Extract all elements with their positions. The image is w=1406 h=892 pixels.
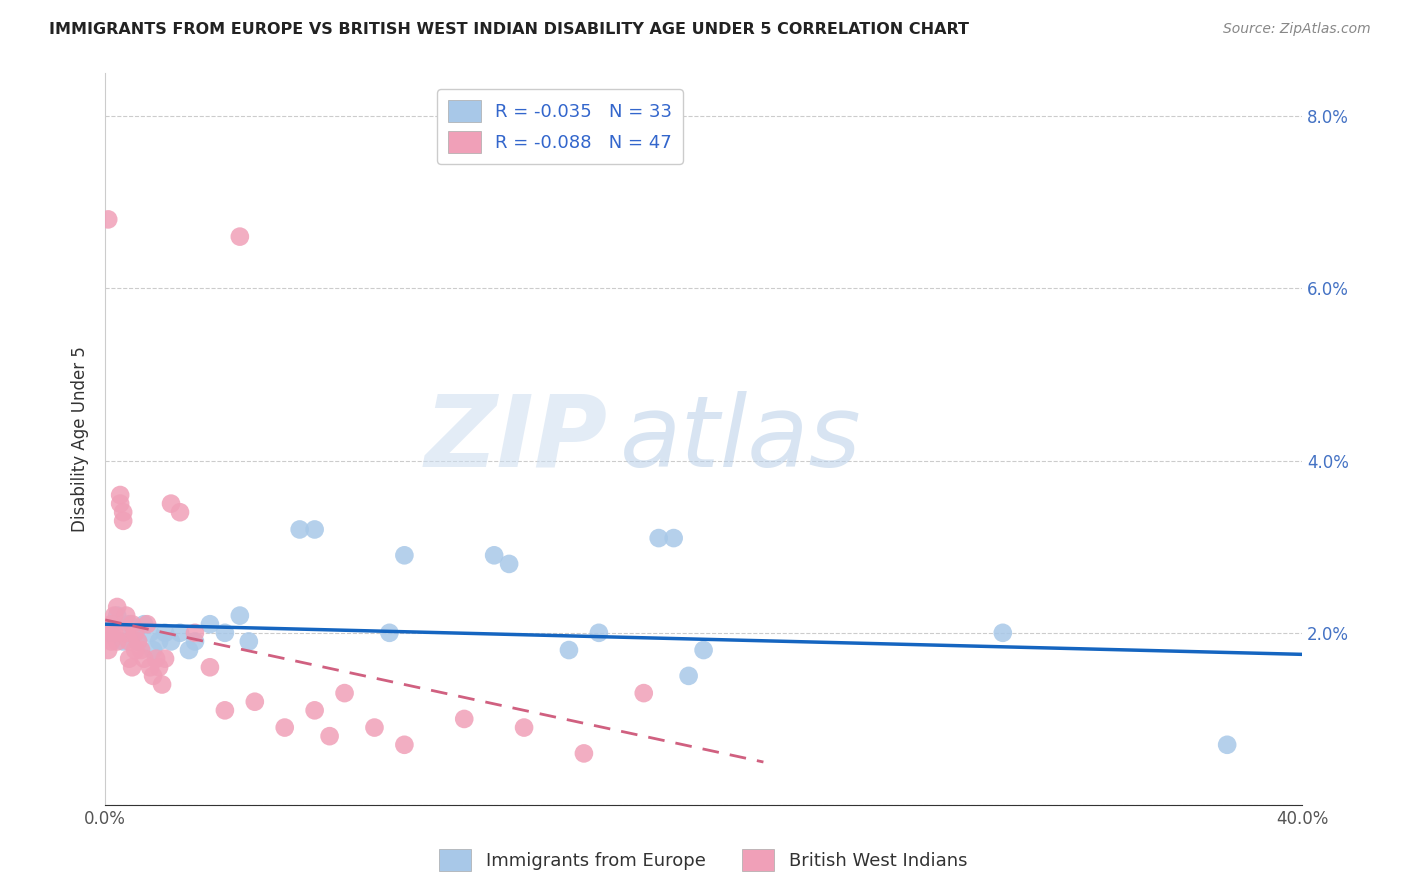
Point	[169, 505, 191, 519]
Point	[184, 634, 207, 648]
Point	[647, 531, 669, 545]
Text: Source: ZipAtlas.com: Source: ZipAtlas.com	[1223, 22, 1371, 37]
Point	[378, 625, 401, 640]
Point	[498, 557, 520, 571]
Point	[304, 523, 326, 537]
Point	[229, 229, 252, 244]
Point	[148, 660, 170, 674]
Point	[238, 634, 260, 648]
Point	[153, 625, 176, 640]
Point	[100, 617, 122, 632]
Text: ZIP: ZIP	[425, 391, 607, 488]
Legend: Immigrants from Europe, British West Indians: Immigrants from Europe, British West Ind…	[432, 842, 974, 879]
Point	[169, 625, 191, 640]
Point	[112, 505, 135, 519]
Point	[588, 625, 610, 640]
Point	[662, 531, 685, 545]
Point	[214, 625, 236, 640]
Point	[184, 625, 207, 640]
Point	[214, 703, 236, 717]
Point	[153, 651, 176, 665]
Point	[139, 660, 162, 674]
Point	[991, 625, 1014, 640]
Point	[97, 212, 120, 227]
Point	[118, 651, 141, 665]
Point	[121, 617, 143, 632]
Point	[692, 643, 714, 657]
Text: IMMIGRANTS FROM EUROPE VS BRITISH WEST INDIAN DISABILITY AGE UNDER 5 CORRELATION: IMMIGRANTS FROM EUROPE VS BRITISH WEST I…	[49, 22, 969, 37]
Point	[139, 625, 162, 640]
Point	[453, 712, 475, 726]
Point	[304, 703, 326, 717]
Point	[105, 634, 128, 648]
Point	[1216, 738, 1239, 752]
Point	[108, 488, 131, 502]
Point	[318, 729, 340, 743]
Point	[142, 643, 165, 657]
Point	[127, 634, 149, 648]
Point	[136, 617, 159, 632]
Point	[177, 643, 200, 657]
Point	[160, 497, 183, 511]
Point	[105, 599, 128, 614]
Point	[118, 617, 141, 632]
Y-axis label: Disability Age Under 5: Disability Age Under 5	[72, 346, 89, 532]
Point	[103, 608, 125, 623]
Point	[142, 669, 165, 683]
Point	[103, 625, 125, 640]
Point	[115, 608, 138, 623]
Point	[633, 686, 655, 700]
Point	[100, 634, 122, 648]
Point	[394, 549, 416, 563]
Point	[678, 669, 700, 683]
Point	[198, 617, 221, 632]
Point	[150, 677, 173, 691]
Point	[243, 695, 266, 709]
Point	[482, 549, 505, 563]
Point	[333, 686, 356, 700]
Legend: R = -0.035   N = 33, R = -0.088   N = 47: R = -0.035 N = 33, R = -0.088 N = 47	[437, 89, 683, 164]
Point	[108, 497, 131, 511]
Point	[394, 738, 416, 752]
Point	[132, 651, 155, 665]
Point	[129, 643, 152, 657]
Point	[105, 608, 128, 623]
Point	[100, 625, 122, 640]
Point	[145, 651, 167, 665]
Point	[148, 634, 170, 648]
Point	[363, 721, 385, 735]
Point	[198, 660, 221, 674]
Point	[229, 608, 252, 623]
Point	[288, 523, 311, 537]
Point	[115, 625, 138, 640]
Text: atlas: atlas	[620, 391, 862, 488]
Point	[121, 660, 143, 674]
Point	[127, 634, 149, 648]
Point	[572, 747, 595, 761]
Point	[124, 625, 146, 640]
Point	[112, 634, 135, 648]
Point	[274, 721, 297, 735]
Point	[97, 643, 120, 657]
Point	[118, 634, 141, 648]
Point	[112, 514, 135, 528]
Point	[124, 643, 146, 657]
Point	[132, 617, 155, 632]
Point	[124, 625, 146, 640]
Point	[513, 721, 536, 735]
Point	[558, 643, 581, 657]
Point	[97, 625, 120, 640]
Point	[160, 634, 183, 648]
